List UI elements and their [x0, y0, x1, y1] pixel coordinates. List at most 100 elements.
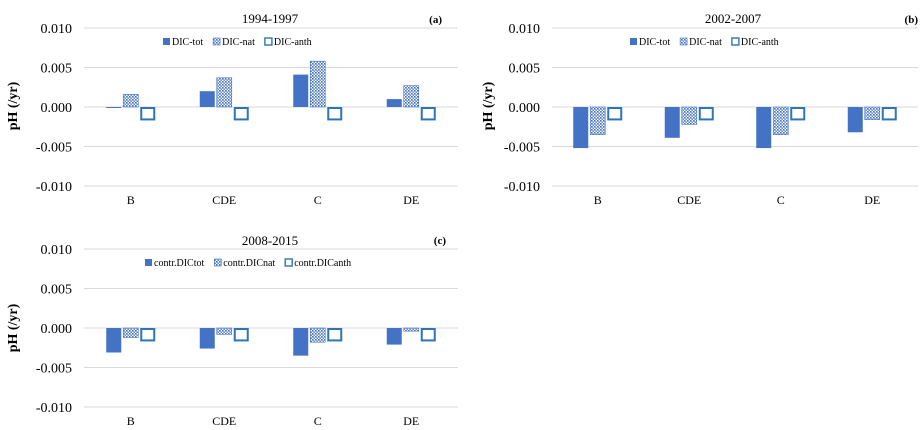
bar-contr-dictot-b [106, 328, 122, 353]
y-tick-label: 0.000 [41, 101, 73, 116]
legend: DIC-tot DIC-nat DIC-anth [630, 37, 779, 48]
bars [106, 327, 436, 356]
y-tick-label: -0.005 [36, 141, 72, 156]
bar-contr-dictot-de [386, 328, 402, 345]
y-tick-label: 0.010 [509, 22, 541, 37]
x-tick-labels: B CDE C DE [127, 414, 420, 428]
y-tick-label: 0.005 [41, 62, 73, 77]
y-tick-label: -0.010 [36, 401, 72, 416]
legend-swatch [145, 259, 152, 266]
bar-dic-anth-de [881, 107, 897, 121]
chart-panel-c: 2008-2015 (c) pH (/yr) contr.DICtot contr… [6, 233, 458, 428]
gridlines [84, 248, 458, 408]
y-tick-labels: 0.010 0.005 0.000 -0.005 -0.010 [504, 22, 540, 195]
bar-dic-anth-b [140, 107, 156, 121]
x-tick-label: C [314, 193, 322, 207]
chart-title: 2002-2007 [705, 11, 762, 26]
bar-dic-tot-b [573, 107, 589, 149]
bar-dic-anth-c [790, 107, 806, 121]
bar-contr-dicnat-cde [216, 327, 233, 335]
x-tick-labels: B CDE C DE [594, 193, 881, 207]
bar-contr-dictot-c [293, 328, 309, 356]
y-tick-label: -0.010 [504, 180, 540, 195]
x-tick-label: C [314, 414, 322, 428]
bar-dic-nat-c [772, 106, 789, 135]
bar-contr-dicanth-b [140, 328, 156, 342]
bar-dic-anth-cde [698, 107, 714, 121]
bar-dic-tot-de [847, 107, 863, 133]
x-tick-labels: B CDE C DE [127, 193, 420, 207]
y-axis-label: pH (/yr) [6, 303, 21, 352]
bars [106, 60, 436, 121]
x-tick-label: B [127, 414, 135, 428]
x-tick-label: CDE [212, 193, 236, 207]
y-axis-label: pH (/yr) [481, 81, 496, 130]
y-tick-labels: 0.010 0.005 0.000 -0.005 -0.010 [36, 22, 72, 195]
y-axis-label: pH (/yr) [6, 81, 21, 130]
legend-swatch [679, 37, 688, 46]
x-tick-label: B [594, 193, 602, 207]
legend-item: DIC-anth [731, 37, 779, 48]
y-tick-label: 0.005 [509, 62, 541, 77]
bar-dic-tot-c [756, 107, 772, 149]
legend-label: DIC-nat [222, 37, 255, 48]
legend-swatch [630, 38, 637, 45]
legend-swatch [163, 38, 170, 45]
bar-dic-nat-c [309, 60, 326, 108]
bar-dic-nat-de [864, 106, 881, 120]
x-tick-label: CDE [677, 193, 701, 207]
y-tick-label: -0.005 [36, 362, 72, 377]
legend-label: DIC-tot [639, 37, 670, 48]
bar-dic-anth-b [607, 107, 623, 121]
legend-item: contr.DICnat [213, 258, 275, 269]
x-tick-label: DE [864, 193, 880, 207]
bar-dic-tot-cde [664, 107, 680, 138]
bar-dic-nat-cde [216, 77, 233, 108]
legend-swatch [213, 258, 222, 267]
legend-swatch [264, 37, 273, 46]
legend-swatch [212, 37, 221, 46]
legend-label: contr.DICanth [294, 258, 351, 269]
legend-label: DIC-nat [689, 37, 722, 48]
panel-label: (c) [434, 235, 447, 247]
bar-dic-tot-c [293, 74, 309, 107]
panel-label: (b) [905, 14, 919, 26]
legend-label: DIC-tot [172, 37, 203, 48]
x-tick-label: DE [403, 193, 419, 207]
legend-label: DIC-anth [741, 37, 779, 48]
bar-dic-anth-cde [233, 107, 249, 121]
bar-contr-dicanth-cde [233, 328, 249, 342]
legend-item: DIC-anth [264, 37, 312, 48]
bar-contr-dicanth-de [420, 328, 436, 342]
legend-item: contr.DICtot [145, 258, 204, 269]
legend-label: DIC-anth [274, 37, 312, 48]
bar-dic-tot-b [106, 107, 122, 108]
legend-item: DIC-nat [679, 37, 722, 48]
chart-title: 1994-1997 [242, 11, 299, 26]
gridlines [552, 27, 918, 187]
bar-dic-tot-cde [199, 91, 215, 107]
y-tick-label: -0.005 [504, 141, 540, 156]
panel-label: (a) [429, 14, 442, 26]
legend-label: contr.DICtot [154, 258, 204, 269]
bar-contr-dictot-cde [199, 328, 215, 349]
bar-dic-nat-de [403, 85, 420, 108]
x-tick-label: DE [403, 414, 419, 428]
legend-item: DIC-tot [630, 37, 670, 48]
y-tick-label: 0.010 [41, 243, 73, 258]
legend-item: DIC-nat [212, 37, 255, 48]
bar-dic-nat-cde [681, 106, 698, 125]
legend: DIC-tot DIC-nat DIC-anth [163, 37, 312, 48]
y-tick-label: 0.010 [41, 22, 73, 37]
bar-contr-dicanth-c [327, 328, 343, 342]
bars [573, 106, 897, 149]
x-tick-label: C [777, 193, 785, 207]
legend-label: contr.DICnat [223, 258, 275, 269]
bar-dic-tot-de [386, 99, 402, 107]
bar-dic-nat-b [122, 94, 139, 108]
legend-swatch [284, 258, 293, 267]
chart-panel-b: 2002-2007 (b) pH (/yr) DIC-tot DIC-nat DIC… [481, 11, 918, 207]
bar-contr-dicnat-b [122, 327, 139, 338]
bar-dic-anth-c [327, 107, 343, 121]
